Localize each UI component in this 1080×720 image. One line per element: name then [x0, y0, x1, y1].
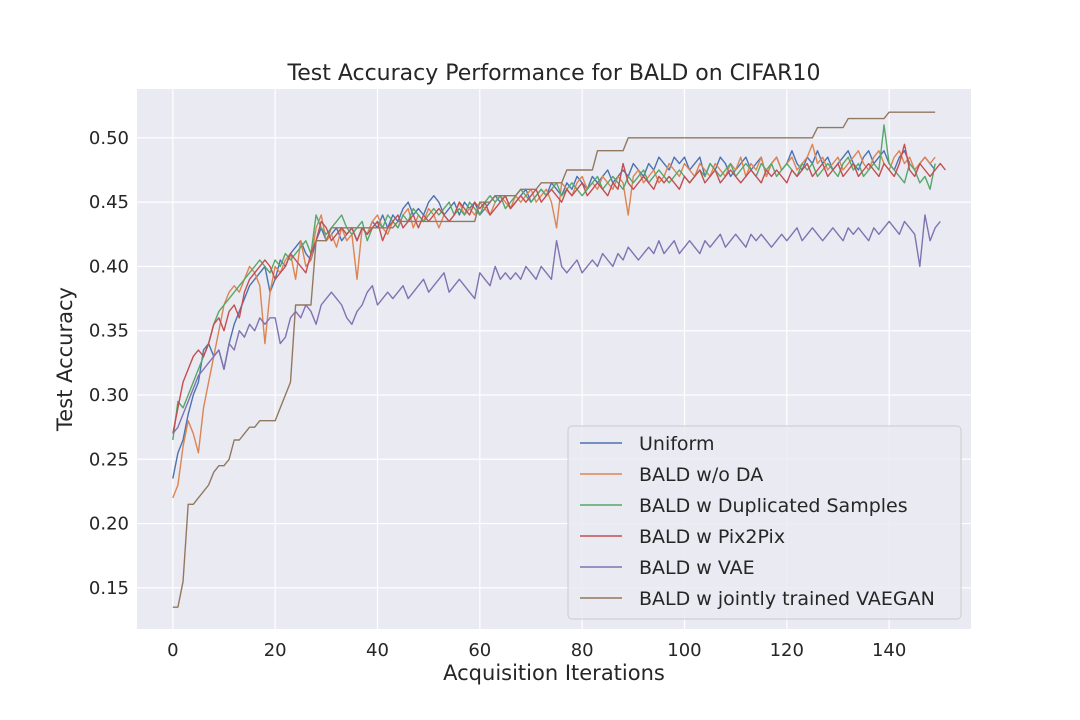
series-line-3 [172, 124, 936, 441]
series-lines [172, 111, 946, 608]
legend-label: BALD w Pix2Pix [639, 526, 785, 548]
x-tick-label: 60 [468, 640, 491, 661]
x-tick-label: 100 [667, 640, 701, 661]
y-tick-label: 0.20 [89, 514, 129, 535]
legend-label: BALD w jointly trained VAEGAN [639, 588, 935, 610]
series-line-6 [172, 111, 936, 608]
x-tick-label: 20 [264, 640, 287, 661]
y-axis-ticks: 0.15 0.20 0.25 0.30 0.35 0.40 0.45 0.50 [89, 128, 129, 599]
x-axis-label: Acquisition Iterations [443, 661, 665, 685]
y-tick-label: 0.30 [89, 385, 129, 406]
legend-label: BALD w Duplicated Samples [639, 495, 908, 517]
series-line-5 [172, 214, 941, 435]
x-tick-label: 0 [167, 640, 178, 661]
x-tick-label: 120 [770, 640, 804, 661]
y-tick-label: 0.35 [89, 321, 129, 342]
legend-label: BALD w/o DA [639, 464, 763, 486]
legend-label: Uniform [639, 433, 715, 455]
x-tick-label: 80 [571, 640, 594, 661]
y-tick-label: 0.50 [89, 128, 129, 149]
y-tick-label: 0.25 [89, 449, 129, 470]
x-axis-ticks: 0 20 40 60 80 100 120 140 [167, 640, 906, 661]
series-line-4 [172, 143, 946, 434]
y-tick-label: 0.40 [89, 256, 129, 277]
x-tick-label: 40 [366, 640, 389, 661]
y-axis-label: Test Accuracy [53, 287, 77, 432]
legend: Uniform BALD w/o DA BALD w Duplicated Samp… [567, 425, 962, 620]
legend-box [567, 425, 962, 620]
chart-title: Test Accuracy Performance for BALD on CI… [287, 61, 821, 86]
y-tick-label: 0.45 [89, 192, 129, 213]
x-tick-label: 140 [872, 640, 906, 661]
legend-label: BALD w VAE [639, 557, 755, 579]
y-tick-label: 0.15 [89, 578, 129, 599]
